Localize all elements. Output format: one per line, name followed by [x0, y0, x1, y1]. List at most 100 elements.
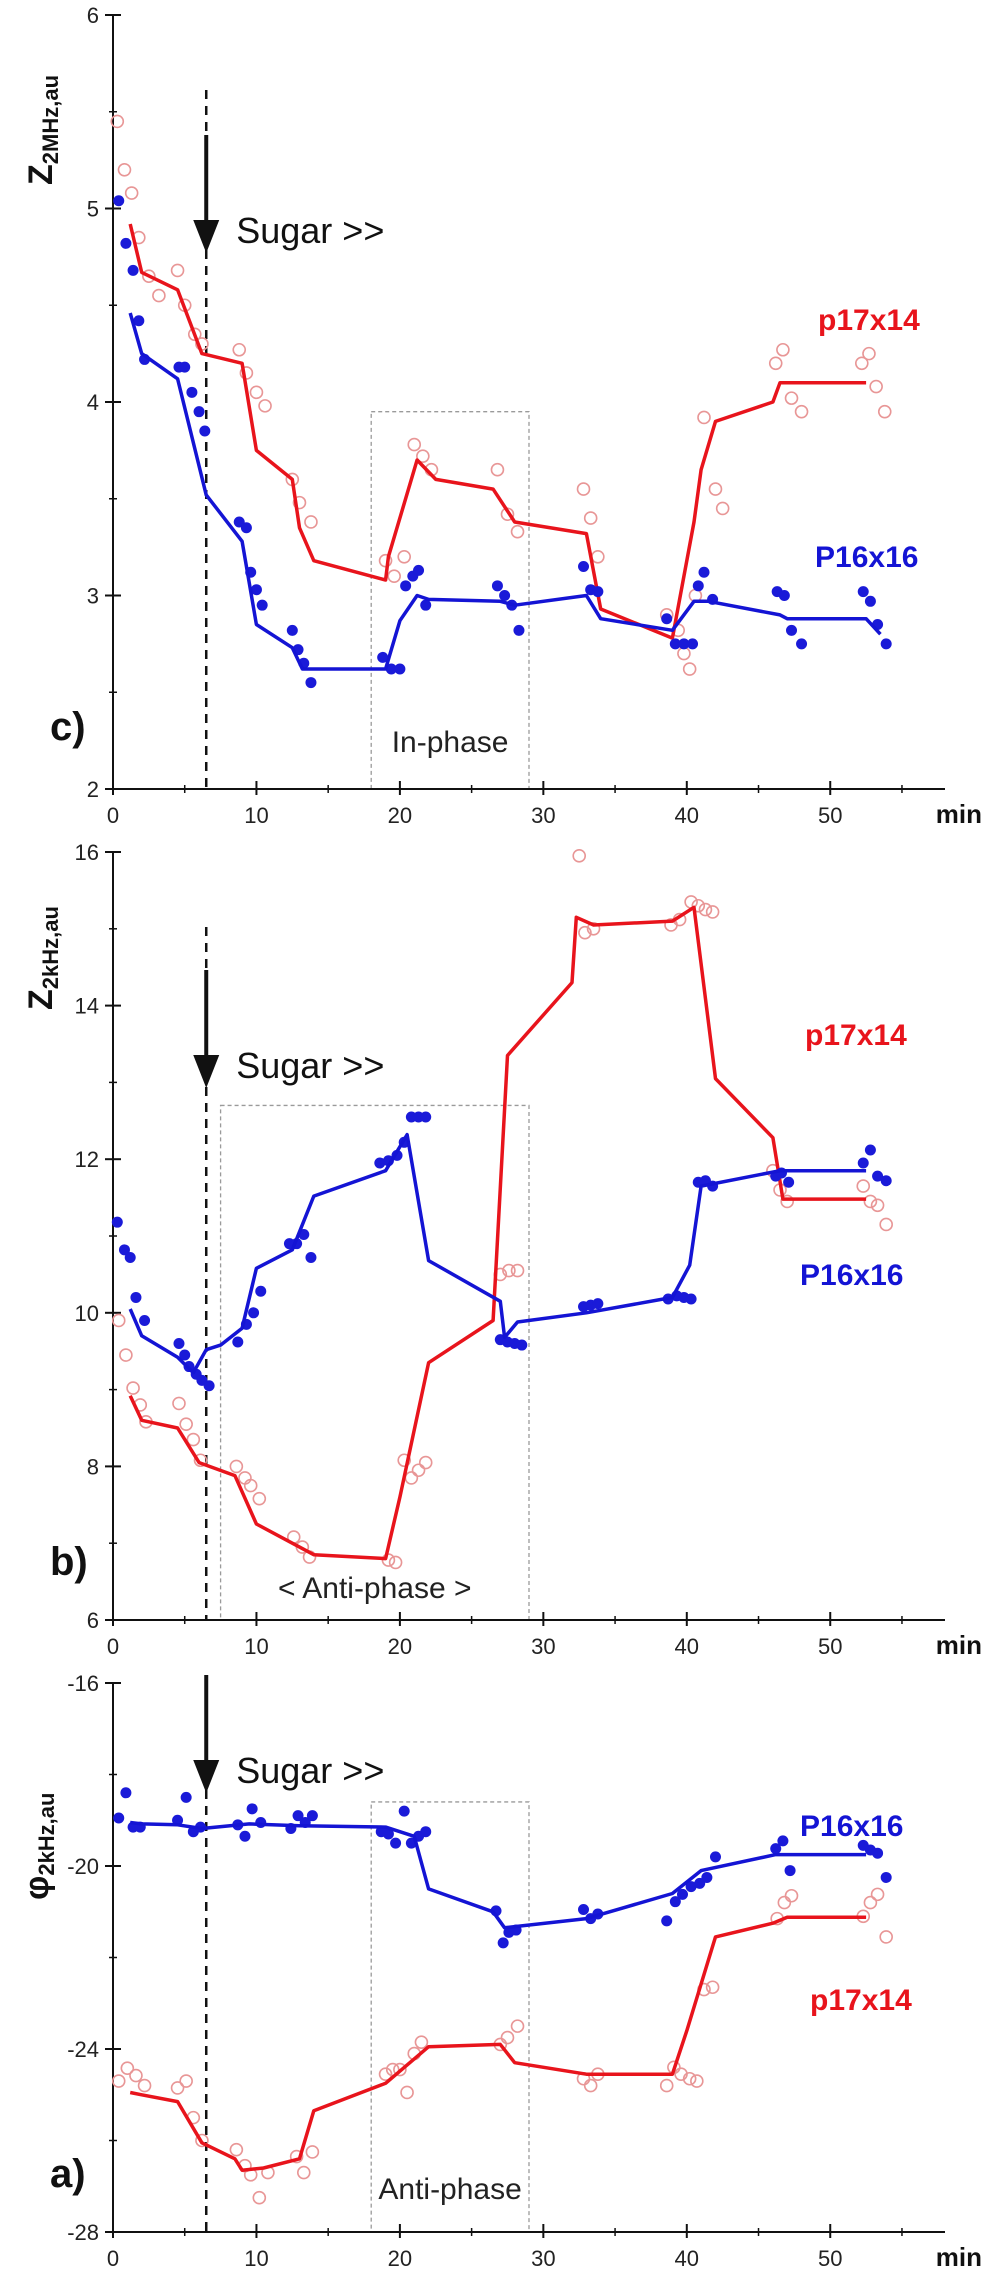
data-point — [124, 1252, 136, 1264]
x-tick-label: 30 — [531, 1634, 555, 1659]
data-point — [305, 677, 317, 689]
data-point — [794, 404, 809, 419]
data-point — [170, 263, 185, 278]
x-tick-label: 0 — [107, 803, 119, 828]
data-point — [418, 1455, 433, 1470]
data-point — [304, 515, 318, 529]
data-point — [199, 425, 211, 437]
data-point — [142, 269, 156, 284]
x-tick-label: 50 — [818, 803, 842, 828]
y-axis-label: Z2MHz,au — [22, 75, 63, 185]
data-point — [129, 2068, 143, 2083]
data-point — [246, 1803, 258, 1815]
data-point — [863, 1895, 878, 1910]
data-point — [877, 404, 892, 419]
sugar-label: Sugar >> — [236, 1750, 384, 1791]
data-point — [592, 1298, 604, 1310]
down-arrow-icon — [193, 220, 220, 253]
data-point — [400, 2085, 414, 2100]
data-point — [698, 902, 713, 917]
down-arrow-icon — [193, 1055, 220, 1088]
data-point — [661, 613, 673, 625]
x-tick-label: 10 — [244, 1634, 268, 1659]
data-point — [305, 2145, 320, 2159]
data-point — [229, 1459, 244, 1474]
data-point — [127, 264, 139, 276]
data-point — [682, 2071, 697, 2086]
panel-c: In-phase Sugar >> 2 3 4 5 6 0 10 20 30 40 50 min Z2MHz… — [22, 3, 982, 829]
data-point — [119, 1348, 133, 1362]
data-point — [697, 410, 711, 425]
y-tick-label: 12 — [75, 1147, 99, 1172]
x-tick-label: 50 — [818, 2246, 842, 2271]
data-point — [113, 195, 125, 207]
region-box — [219, 1104, 530, 1621]
y-axis-label: φ2kHz,au — [18, 1793, 59, 1900]
data-point — [691, 898, 706, 913]
x-tick-label: 20 — [388, 803, 412, 828]
data-point — [669, 638, 681, 650]
data-point — [678, 638, 690, 650]
data-point — [857, 1157, 869, 1169]
y-tick-label: 16 — [75, 840, 99, 865]
data-point — [685, 1293, 697, 1305]
data-point — [180, 1791, 192, 1803]
data-point — [497, 1937, 509, 1949]
data-point — [583, 2078, 598, 2093]
series-label: P16x16 — [800, 1259, 903, 1292]
data-point — [393, 2062, 407, 2077]
series-label: p17x14 — [805, 1019, 907, 1052]
data-point — [776, 342, 790, 357]
x-unit-label: min — [936, 2242, 982, 2272]
panel-letter: c) — [50, 705, 86, 749]
data-point — [296, 2165, 311, 2180]
data-point — [394, 663, 406, 675]
data-point — [252, 2190, 267, 2205]
data-point — [120, 1787, 132, 1799]
y-tick-label: -28 — [67, 2220, 99, 2245]
data-point — [111, 1216, 123, 1228]
data-point — [777, 1835, 789, 1847]
data-point — [864, 1144, 876, 1156]
data-point — [880, 1871, 892, 1883]
data-point — [385, 663, 397, 675]
x-tick-label: 0 — [107, 2246, 119, 2271]
data-point — [414, 2035, 429, 2049]
data-point — [778, 590, 790, 601]
data-point — [193, 1453, 208, 1468]
data-point — [872, 1847, 884, 1859]
data-point — [120, 2061, 135, 2076]
data-point — [592, 586, 604, 598]
x-tick-label: 10 — [244, 2246, 268, 2271]
data-point — [510, 524, 525, 539]
data-point — [390, 1837, 402, 1849]
data-point — [669, 1896, 681, 1908]
data-point — [377, 651, 389, 663]
y-tick-label: 14 — [75, 994, 99, 1019]
data-point — [172, 1396, 186, 1411]
data-point — [397, 1453, 412, 1468]
data-point — [243, 1478, 258, 1493]
data-point — [770, 1843, 782, 1855]
data-point — [715, 501, 730, 516]
data-point — [250, 584, 262, 596]
data-point — [124, 186, 139, 200]
data-point — [130, 1291, 142, 1303]
data-point — [133, 315, 145, 327]
y-axis-label: Z2kHz,au — [22, 906, 63, 1010]
series-label: p17x14 — [818, 304, 920, 337]
y-tick-label: 6 — [87, 3, 99, 28]
data-point — [120, 237, 132, 249]
data-point — [203, 1380, 215, 1392]
series-label: P16x16 — [815, 541, 918, 574]
data-point — [378, 2067, 393, 2081]
x-tick-label: 30 — [531, 2246, 555, 2271]
data-point — [578, 560, 590, 572]
data-point — [856, 1179, 871, 1193]
data-point — [870, 1887, 885, 1902]
data-point — [578, 925, 592, 940]
data-point — [500, 2030, 515, 2045]
data-point — [879, 1217, 893, 1232]
data-point — [126, 1381, 140, 1395]
